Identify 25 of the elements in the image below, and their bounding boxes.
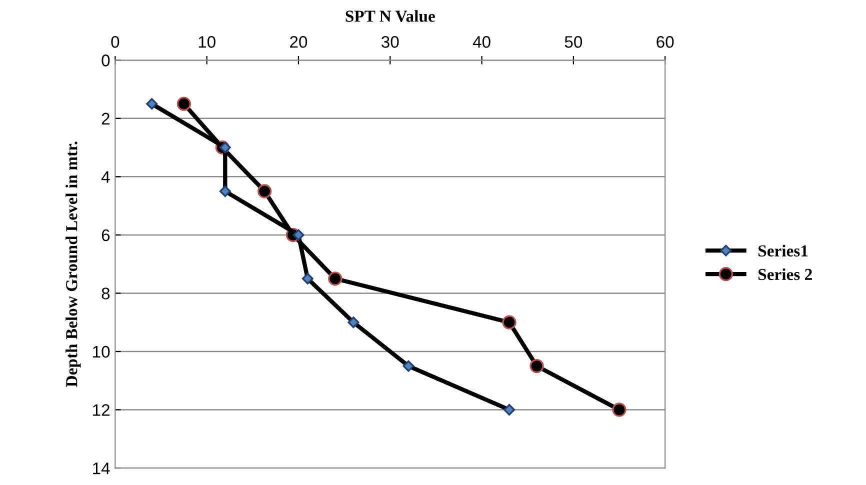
x-tick-label: 60: [656, 36, 674, 48]
x-tick-label: 20: [290, 36, 308, 48]
point: [612, 402, 626, 417]
y-tick-label: 10: [93, 346, 110, 358]
x-tick-label: 10: [198, 36, 216, 48]
y-axis-title: Depth Below Ground Level in mtr.: [66, 142, 81, 387]
y-tick-label: 8: [102, 288, 110, 300]
legend-label: Series 2: [758, 268, 812, 280]
y-tick-label: 2: [102, 112, 110, 124]
y-tick-label: 12: [93, 404, 110, 416]
y-tick-label: 0: [102, 54, 110, 66]
point: [176, 96, 191, 111]
x-tick-label: 50: [564, 36, 582, 48]
point: [502, 315, 516, 330]
y-tick-label: 4: [101, 171, 110, 183]
x-tick-label: 30: [382, 36, 399, 48]
y-tick-label: 14: [93, 462, 110, 474]
point: [328, 272, 342, 286]
point: [530, 358, 544, 374]
y-tick-label: 6: [102, 229, 110, 242]
x-tick-label: 0: [111, 36, 120, 48]
legend-label: Series1: [758, 244, 808, 257]
x-tick-label: 40: [472, 36, 490, 48]
x-axis-title: SPT N Value: [346, 10, 435, 22]
point: [257, 184, 272, 198]
